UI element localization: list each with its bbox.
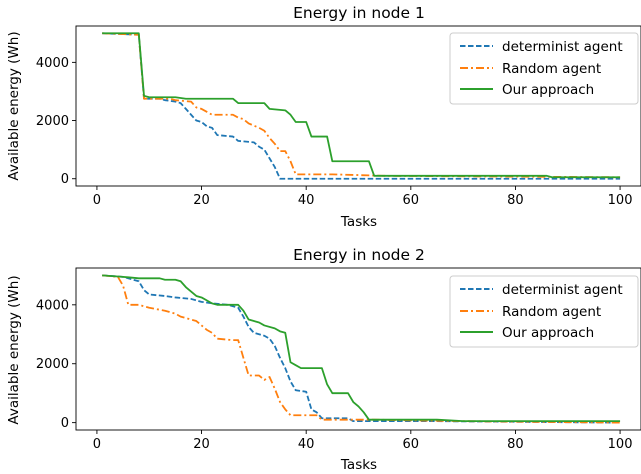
chart-2-title: Energy in node 2 — [293, 246, 425, 264]
chart-2-y-ticks: 0 2000 4000 — [36, 298, 76, 431]
chart-2-x-tick-label: 20 — [193, 437, 210, 452]
chart-panel-1: Energy in node 1 0 20 40 60 80 100 020004000 … — [6, 4, 641, 230]
chart-2-x-tick-label: 40 — [298, 437, 315, 452]
chart-2-y-tick-label: 2000 — [36, 357, 69, 372]
chart-2-series-0-line — [102, 274, 621, 424]
chart-1-legend: determinist agent Random agent Our appro… — [449, 32, 639, 105]
chart-2-series — [102, 274, 621, 424]
chart-1-y-axis-label: Available energy (Wh) — [6, 31, 22, 180]
chart-1-x-ticks: 0 20 40 60 80 100 — [93, 186, 633, 208]
chart-1-x-axis-label: Tasks — [340, 214, 377, 230]
chart-1-x-tick-label: 80 — [507, 193, 524, 208]
chart-2-legend-label-0: determinist agent — [502, 282, 623, 298]
chart-2-series-2-line — [102, 274, 621, 423]
chart-panel-2: Energy in node 2 0 20 40 60 80 100 020004000 … — [6, 246, 641, 473]
chart-1-y-tick-label: 0 — [61, 172, 69, 187]
chart-2-series-1-line — [102, 274, 621, 424]
chart-1-series-1-line — [102, 32, 621, 179]
chart-1-x-tick-label: 0 — [93, 193, 101, 208]
chart-1-legend-label-0: determinist agent — [502, 39, 623, 55]
chart-2-x-tick-label: 0 — [93, 437, 101, 452]
chart-1-legend-label-1: Random agent — [502, 61, 601, 77]
chart-2-y-tick-label: 4000 — [36, 298, 69, 313]
chart-2-x-tick-label: 100 — [608, 437, 633, 452]
chart-1-axes — [75, 25, 641, 187]
chart-1-y-tick-label: 4000 — [36, 56, 69, 71]
chart-1-x-tick-label: 60 — [403, 193, 420, 208]
chart-1-series — [102, 32, 621, 180]
chart-2-axes — [75, 267, 641, 431]
chart-1-series-2-line — [102, 32, 621, 179]
chart-1-x-tick-label: 20 — [193, 193, 210, 208]
chart-2-x-ticks: 0 20 40 60 80 100 — [93, 430, 633, 452]
chart-1-x-tick-label: 40 — [298, 193, 315, 208]
chart-1-x-tick-label: 100 — [608, 193, 633, 208]
chart-2-x-tick-label: 60 — [403, 437, 420, 452]
chart-1-legend-label-2: Our approach — [502, 82, 594, 98]
chart-2-x-tick-label: 80 — [507, 437, 524, 452]
chart-2-x-axis-label: Tasks — [340, 457, 377, 473]
chart-1-legend-box — [449, 32, 639, 105]
chart-2-legend-label-2: Our approach — [502, 325, 594, 341]
chart-2-legend-box — [449, 275, 639, 348]
chart-2-y-axis-label: Available energy (Wh) — [6, 275, 22, 424]
chart-1-y-ticks: 0 2000 4000 — [36, 56, 76, 187]
chart-2-legend-label-1: Random agent — [502, 304, 601, 320]
chart-2-legend: determinist agent Random agent Our appro… — [449, 275, 639, 348]
chart-1-y-tick-label: 2000 — [36, 114, 69, 129]
chart-1-series-0-line — [102, 32, 621, 180]
chart-1-title: Energy in node 1 — [293, 4, 425, 22]
chart-2-y-tick-label: 0 — [61, 416, 69, 431]
